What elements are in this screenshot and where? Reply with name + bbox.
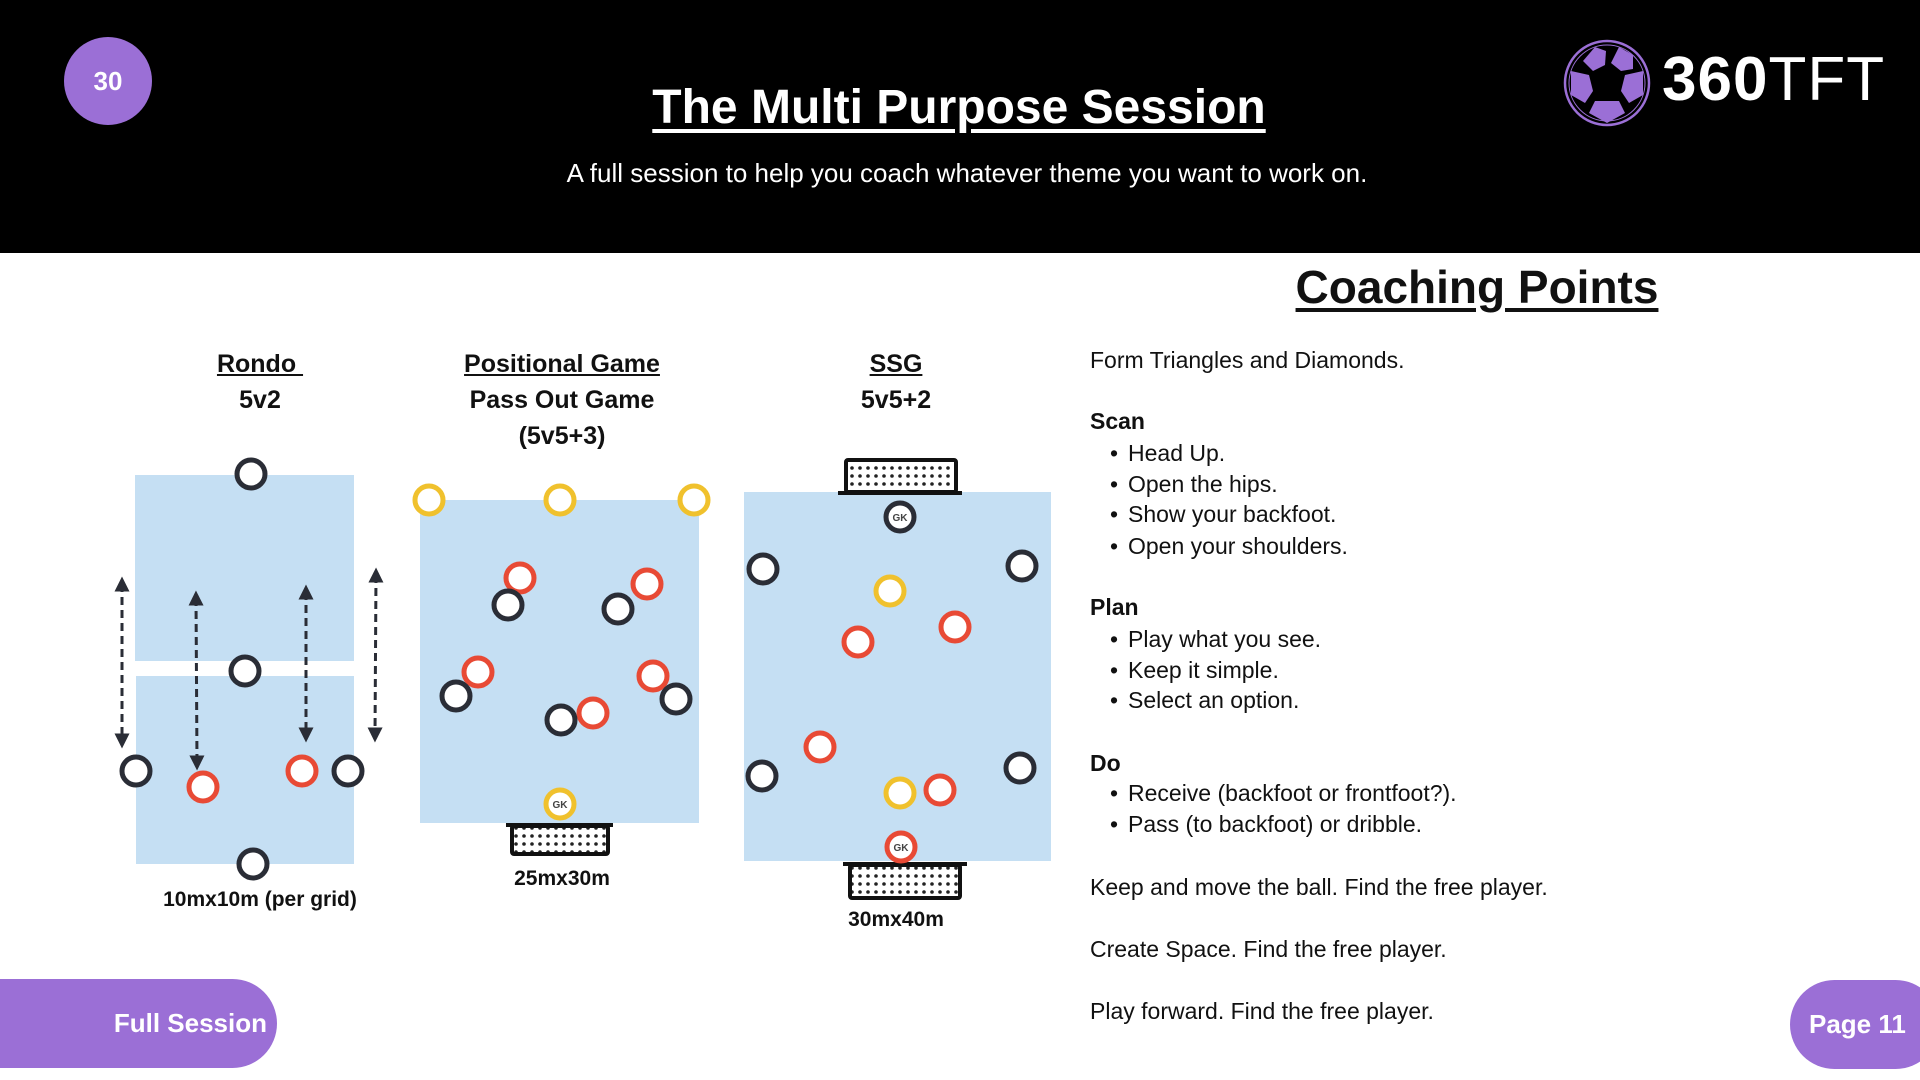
page-subtitle: A full session to help you coach whateve… [566,158,1368,188]
list-item: Open your shoulders. [1110,533,1348,560]
movement-arrow [188,590,205,771]
page-title: The Multi Purpose Session [652,81,1266,134]
player-marker [659,682,693,716]
goal [506,823,613,856]
coaching-intro: Form Triangles and Diamonds. [1090,347,1405,373]
coaching-points-title: Coaching Points [1295,261,1659,313]
player-marker [236,847,270,881]
player-marker [331,754,365,788]
diagram-subtitle: 5v5+2 [860,386,932,414]
goal [843,862,967,900]
player-marker [119,754,153,788]
goalkeeper-marker [884,830,918,864]
player-marker [803,730,837,764]
movement-arrow [367,567,384,743]
positional-game-heading: Positional Game Pass Out Game (5v5+3) [412,346,712,454]
diagram-subtitle: 5v2 [239,386,281,414]
player-marker [503,561,537,595]
section-heading: Do [1090,750,1121,776]
player-marker [883,776,917,810]
closing-point: Keep and move the ball. Find the free pl… [1090,874,1548,900]
diagram-subtitle: Pass Out Game [469,386,655,414]
list-item: Keep it simple. [1110,657,1279,684]
player-marker [228,654,262,688]
list-item: Open the hips. [1110,471,1278,498]
player-marker [923,773,957,807]
player-marker [636,659,670,693]
player-marker [461,655,495,689]
player-marker [439,679,473,713]
player-marker [677,483,711,517]
pitch-grid [135,475,354,661]
goalkeeper-label: GK [553,800,569,811]
list-item: Pass (to backfoot) or dribble. [1110,811,1422,838]
list-item: Head Up. [1110,440,1225,467]
closing-point: Play forward. Find the free player. [1090,998,1434,1024]
closing-point: Create Space. Find the free player. [1090,936,1447,962]
player-marker [543,483,577,517]
list-item: Show your backfoot. [1110,501,1336,528]
list-item: Select an option. [1110,687,1299,714]
goalkeeper-marker [883,500,917,534]
soccer-ball-icon [1563,39,1651,127]
player-marker [601,592,635,626]
player-marker [630,567,664,601]
diagram-title: Rondo [216,350,304,378]
ssg-heading: SSG 5v5+2 [746,346,1046,418]
player-marker [576,696,610,730]
page-number-badge: Page 11 [1790,980,1920,1069]
goal [838,458,962,495]
diagram-title: SSG [869,350,923,378]
player-marker [491,588,525,622]
goalkeeper-label: GK [894,843,910,854]
diagram-subtitle: (5v5+3) [518,422,606,450]
player-marker [285,754,319,788]
player-marker [938,610,972,644]
list-item: Play what you see. [1110,626,1321,653]
session-number-badge: 30 [64,37,152,125]
list-item: Receive (backfoot or frontfoot?). [1110,780,1457,807]
rondo-heading: Rondo 5v2 [110,346,410,418]
player-marker [1003,751,1037,785]
player-marker [186,770,220,804]
ssg-diagram: GK GK [744,458,1051,900]
ssg-size-label: 30mx40m [848,908,944,931]
player-marker [873,574,907,608]
brand-logo-text: 360TFT [1662,45,1886,114]
rondo-diagram [114,457,384,881]
diagram-title: Positional Game [464,350,660,378]
player-marker [746,552,780,586]
positional-size-label: 25mx30m [514,867,610,890]
full-session-tab[interactable]: Full Session [0,979,277,1068]
pitch-grid [136,676,354,864]
player-marker [745,759,779,793]
goalkeeper-label: GK [893,513,909,524]
player-marker [234,457,268,491]
player-marker [544,703,578,737]
positional-game-diagram: GK [412,483,711,856]
player-marker [1005,549,1039,583]
player-marker [412,483,446,517]
player-marker [841,625,875,659]
section-heading: Plan [1090,594,1139,620]
rondo-size-label: 10mx10m (per grid) [163,888,357,911]
section-heading: Scan [1090,408,1145,434]
goalkeeper-marker [543,787,577,821]
